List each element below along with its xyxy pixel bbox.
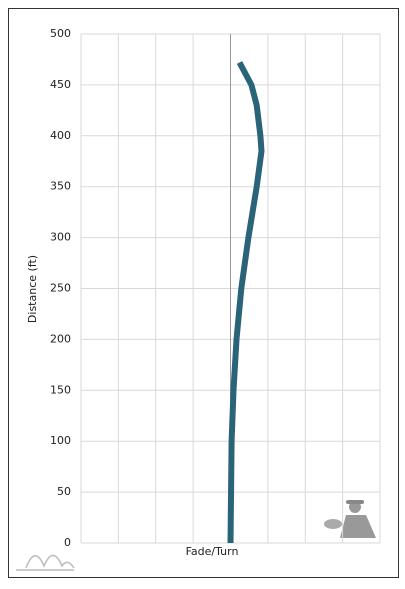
- y-axis-label: Distance (ft): [26, 255, 39, 323]
- y-tick-label: 250: [50, 282, 71, 295]
- y-tick-label: 400: [50, 129, 71, 142]
- y-tick-label: 450: [50, 78, 71, 91]
- y-tick-label: 500: [50, 27, 71, 40]
- flight-path: [227, 61, 265, 544]
- x-axis-label: Fade/Turn: [186, 545, 239, 558]
- y-tick-label: 50: [57, 485, 71, 498]
- logo-left: [16, 554, 75, 571]
- y-tick-label: 350: [50, 180, 71, 193]
- frame: [8, 8, 399, 578]
- y-tick-label: 300: [50, 231, 71, 244]
- y-tick-label: 100: [50, 434, 71, 447]
- y-tick-label: 0: [64, 536, 71, 549]
- y-tick-label: 150: [50, 383, 71, 396]
- y-tick-label: 200: [50, 332, 71, 345]
- logo-right: [324, 500, 376, 538]
